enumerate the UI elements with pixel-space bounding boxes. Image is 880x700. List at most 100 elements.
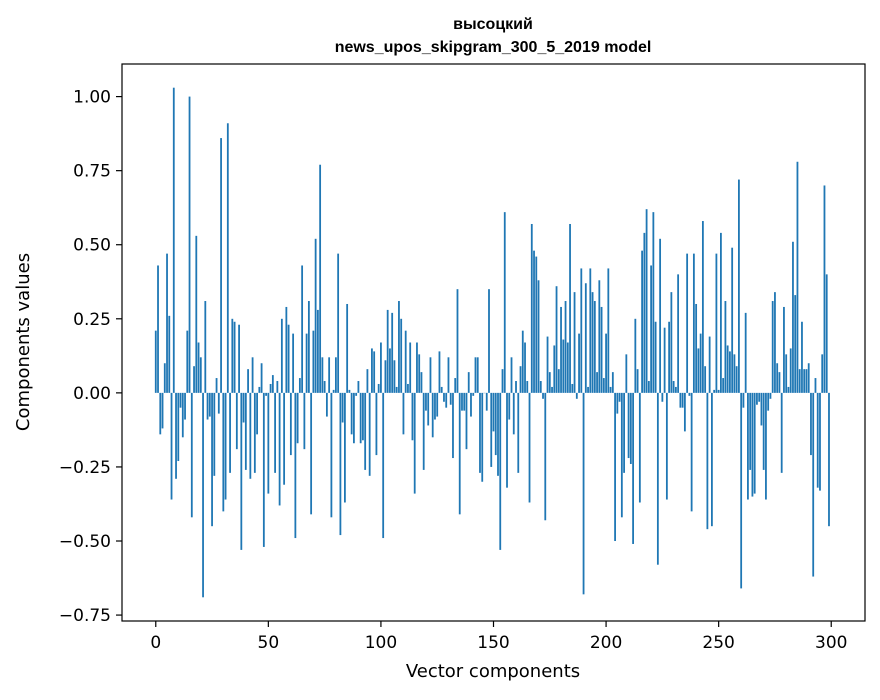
- bar-10: [177, 393, 179, 461]
- y-tick-label: 0.00: [73, 384, 111, 404]
- bar-241: [697, 348, 699, 392]
- bar-174: [547, 337, 549, 393]
- bar-196: [596, 372, 598, 393]
- bar-155: [504, 212, 506, 393]
- bar-198: [601, 307, 603, 393]
- bar-210: [628, 393, 630, 458]
- bar-199: [603, 378, 605, 393]
- bar-39: [243, 393, 245, 423]
- x-tick-label: 50: [258, 633, 280, 653]
- bar-131: [450, 393, 452, 405]
- bar-34: [231, 319, 233, 393]
- bar-203: [612, 372, 614, 393]
- bar-58: [285, 307, 287, 393]
- bar-273: [770, 393, 772, 399]
- bar-227: [666, 393, 668, 500]
- bar-293: [815, 378, 817, 393]
- bar-124: [434, 393, 436, 420]
- bar-31: [225, 393, 227, 500]
- bar-263: [747, 393, 749, 500]
- bar-26: [213, 393, 215, 476]
- bar-261: [743, 393, 745, 408]
- y-axis-label: Components values: [13, 253, 34, 431]
- bar-19: [198, 343, 200, 393]
- bar-86: [349, 390, 351, 393]
- bar-236: [686, 254, 688, 393]
- bar-217: [643, 233, 645, 393]
- bar-51: [270, 384, 272, 393]
- bar-274: [772, 301, 774, 393]
- chart-subtitle: news_upos_skipgram_300_5_2019 model: [335, 39, 652, 56]
- bar-108: [398, 301, 400, 393]
- bar-248: [713, 390, 715, 393]
- bar-9: [175, 393, 177, 479]
- bar-107: [396, 387, 398, 393]
- bar-208: [623, 393, 625, 473]
- bar-104: [389, 348, 391, 392]
- bar-38: [240, 393, 242, 550]
- bar-154: [502, 369, 504, 393]
- bar-1: [157, 265, 159, 392]
- bar-250: [718, 390, 720, 393]
- bar-57: [283, 393, 285, 485]
- bar-216: [641, 251, 643, 393]
- bar-75: [324, 381, 326, 393]
- bar-219: [648, 381, 650, 393]
- bar-95: [369, 393, 371, 476]
- bar-266: [754, 393, 756, 494]
- bar-28: [218, 393, 220, 414]
- bar-159: [513, 393, 515, 434]
- bar-150: [493, 393, 495, 432]
- bar-297: [824, 185, 826, 392]
- bar-129: [445, 393, 447, 408]
- bar-103: [387, 310, 389, 393]
- bar-277: [779, 372, 781, 393]
- bar-69: [310, 393, 312, 514]
- bar-65: [301, 265, 303, 392]
- bar-229: [670, 292, 672, 393]
- bar-240: [695, 304, 697, 393]
- bar-258: [736, 366, 738, 393]
- bar-110: [403, 393, 405, 434]
- bar-284: [794, 295, 796, 393]
- bar-215: [639, 393, 641, 503]
- bar-11: [180, 393, 182, 408]
- bar-291: [810, 393, 812, 455]
- bar-54: [276, 381, 278, 393]
- bar-257: [734, 354, 736, 393]
- bar-98: [376, 393, 378, 455]
- y-tick-label: 0.25: [73, 310, 111, 330]
- bar-68: [308, 301, 310, 393]
- bar-119: [423, 393, 425, 470]
- bar-264: [749, 393, 751, 470]
- bar-255: [729, 351, 731, 392]
- bar-64: [299, 378, 301, 393]
- y-tick-label: −0.50: [59, 532, 111, 552]
- bar-111: [405, 331, 407, 393]
- bar-211: [630, 393, 632, 464]
- bar-280: [785, 354, 787, 393]
- bar-295: [819, 393, 821, 491]
- bar-37: [238, 325, 240, 393]
- bar-42: [249, 393, 251, 479]
- y-tick-label: −0.75: [59, 606, 111, 626]
- bar-47: [261, 363, 263, 393]
- bar-268: [758, 393, 760, 402]
- bar-205: [616, 393, 618, 414]
- bar-213: [634, 319, 636, 393]
- bar-171: [540, 381, 542, 393]
- bar-181: [562, 340, 564, 393]
- bar-32: [227, 123, 229, 393]
- bar-63: [297, 393, 299, 443]
- bar-224: [659, 239, 661, 393]
- bar-233: [679, 393, 681, 408]
- bar-7: [171, 393, 173, 500]
- bar-140: [470, 393, 472, 417]
- bar-285: [797, 162, 799, 393]
- bar-207: [621, 393, 623, 517]
- bar-292: [812, 393, 814, 577]
- bar-81: [337, 254, 339, 393]
- x-tick-label: 100: [365, 633, 397, 653]
- bar-22: [204, 301, 206, 393]
- bar-230: [673, 381, 675, 393]
